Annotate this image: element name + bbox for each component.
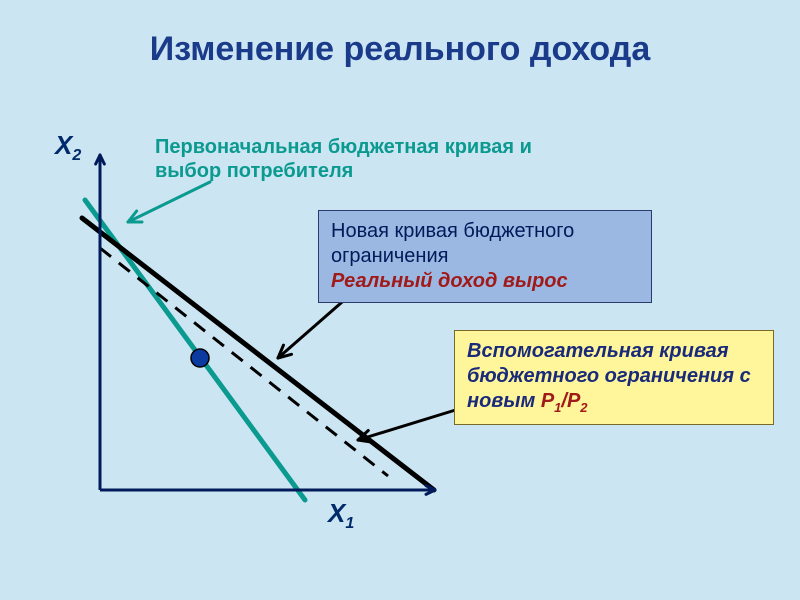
x-axis-label-sub: 1 [345,515,354,532]
box-aux-budget: Вспомогательная кривая бюджетного ограни… [454,330,774,425]
caption-initial-curve: Первоначальная бюджетная кривая и выбор … [155,135,585,183]
ratio-p1: Р [541,390,554,412]
box-aux-text: Вспомогательная кривая бюджетного ограни… [467,340,751,412]
caption-initial-line1: Первоначальная бюджетная кривая и [155,136,532,158]
box-new-line1: Новая кривая бюджетного ограничения [331,219,639,269]
price-ratio: Р1/Р2 [541,390,588,412]
x-axis-label-var: X [328,498,345,528]
y-axis-label-sub: 2 [72,147,81,164]
box-new-line2: Реальный доход вырос [331,269,639,294]
x-axis-label: X1 [328,498,354,533]
ratio-sub2: 2 [580,400,587,415]
box-new-budget: Новая кривая бюджетного ограничения Реал… [318,210,652,303]
ratio-slash: /Р [561,390,580,412]
y-axis-label: X2 [55,130,81,165]
y-axis-label-var: X [55,130,72,160]
caption-initial-line2: выбор потребителя [155,160,353,182]
